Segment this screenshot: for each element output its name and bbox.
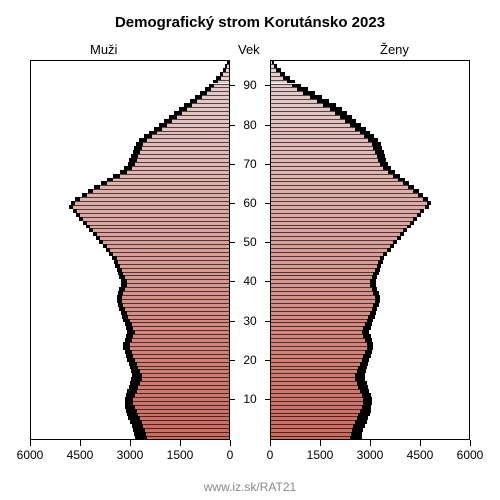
y-tick-label: 70 xyxy=(243,157,256,171)
footer-source: www.iz.sk/RAT21 xyxy=(0,480,500,494)
label-male: Muži xyxy=(90,42,117,57)
x-tick-label: 6000 xyxy=(457,448,484,462)
axis-box-left xyxy=(30,60,230,440)
x-tick-label: 4500 xyxy=(67,448,94,462)
y-tick-label: 20 xyxy=(243,353,256,367)
y-tick-label: 50 xyxy=(243,235,256,249)
x-tick-label: 3000 xyxy=(117,448,144,462)
pyramid-chart-container: Demografický strom Korutánsko 2023 Muži … xyxy=(0,0,500,500)
y-tick-label: 10 xyxy=(243,392,256,406)
x-tick-label: 0 xyxy=(227,448,234,462)
x-tick-label: 3000 xyxy=(357,448,384,462)
y-tick-label: 80 xyxy=(243,118,256,132)
y-tick-label: 40 xyxy=(243,274,256,288)
chart-title: Demografický strom Korutánsko 2023 xyxy=(0,14,500,31)
x-tick-label: 4500 xyxy=(407,448,434,462)
x-tick-label: 1500 xyxy=(167,448,194,462)
x-tick-label: 6000 xyxy=(17,448,44,462)
label-age: Vek xyxy=(238,42,260,57)
y-tick-label: 90 xyxy=(243,78,256,92)
x-tick-label: 0 xyxy=(267,448,274,462)
label-female: Ženy xyxy=(380,42,409,57)
axis-box-right xyxy=(270,60,470,440)
y-tick-label: 30 xyxy=(243,314,256,328)
y-tick-label: 60 xyxy=(243,196,256,210)
x-tick-label: 1500 xyxy=(307,448,334,462)
